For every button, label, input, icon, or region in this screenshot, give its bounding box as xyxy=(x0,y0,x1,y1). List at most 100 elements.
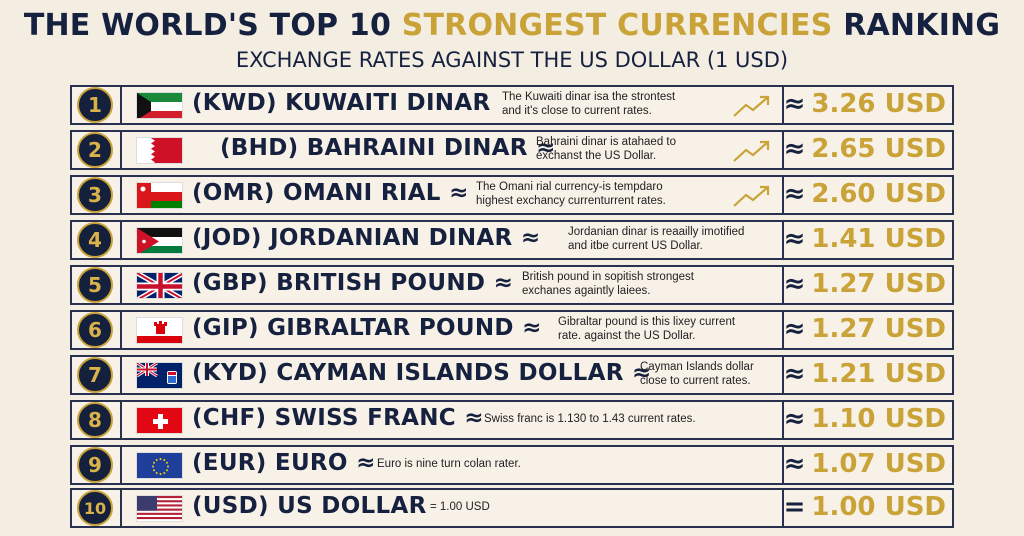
column-divider xyxy=(782,267,784,303)
rank-cell: 10 xyxy=(72,490,122,526)
approx-sign: ≈ xyxy=(783,134,806,164)
description-line: Euro is nine turn colan rater. xyxy=(377,458,521,470)
rank-badge: 10 xyxy=(77,490,113,526)
approx-sign: ≈ xyxy=(783,89,806,119)
column-divider xyxy=(782,447,784,483)
column-divider xyxy=(782,222,784,258)
description-line: close to current rates. xyxy=(640,375,751,387)
table-row: 6 (GIP) GIBRALTAR POUND ≈ Gibraltar poun… xyxy=(70,310,954,350)
exchange-rate: ≈2.60 USD xyxy=(784,179,946,209)
currency-description: Bahraini dinar is atahaed to exchanst the… xyxy=(536,135,676,163)
currency-name: (USD) US DOLLAR xyxy=(192,493,427,519)
rank-cell: 3 xyxy=(72,177,122,213)
currency-description: Euro is nine turn colan rater. xyxy=(377,457,521,471)
currency-description: Cayman Islands dollar close to current ra… xyxy=(640,360,754,388)
currency-name: (BHD) BAHRAINI DINAR ≈ xyxy=(220,135,556,161)
description-line: The Kuwaiti dinar isa the strontest xyxy=(502,91,676,103)
usa-flag-icon xyxy=(136,495,183,522)
table-row: 10 (USD) US DOLLAR = 1.00 USD = 1.00 USD xyxy=(70,488,954,528)
column-divider xyxy=(782,177,784,213)
exchange-rate: ≈1.07 USD xyxy=(784,449,946,479)
description-line: = 1.00 USD xyxy=(430,501,490,513)
column-divider xyxy=(782,132,784,168)
currency-name: (JOD) JORDANIAN DINAR ≈ xyxy=(192,225,541,251)
rate-value: 1.00 USD xyxy=(811,492,946,522)
currency-name: (OMR) OMANI RIAL ≈ xyxy=(192,180,469,206)
approx-sign: = xyxy=(783,492,806,522)
rank-badge: 1 xyxy=(77,87,113,123)
page-subtitle: EXCHANGE RATES AGAINST THE US DOLLAR (1 … xyxy=(235,48,789,72)
swiss-flag-icon xyxy=(136,407,183,434)
rank-badge: 6 xyxy=(77,312,113,348)
bahrain-flag-icon xyxy=(136,137,183,164)
table-row: 7 (KYD) CAYMAN ISLANDS DOLLAR ≈ Cayman I… xyxy=(70,355,954,395)
column-divider xyxy=(782,87,784,123)
rank-cell: 5 xyxy=(72,267,122,303)
exchange-rate: ≈1.27 USD xyxy=(784,269,946,299)
exchange-rate: = 1.00 USD xyxy=(784,492,946,522)
rank-badge: 8 xyxy=(77,402,113,438)
rate-value: 1.41 USD xyxy=(811,224,946,254)
rate-value: 2.60 USD xyxy=(811,179,946,209)
currency-description: Jordanian dinar is reaailly imotified and… xyxy=(568,225,744,253)
currency-name: (EUR) EURO ≈ xyxy=(192,450,376,476)
rank-cell: 1 xyxy=(72,87,122,123)
rate-value: 3.26 USD xyxy=(811,89,946,119)
exchange-rate: ≈3.26 USD xyxy=(784,89,946,119)
description-line: Jordanian dinar is reaailly imotified xyxy=(568,226,745,238)
table-row: 3 (OMR) OMANI RIAL ≈ The Omani rial curr… xyxy=(70,175,954,215)
description-line: and it's close to current rates. xyxy=(502,105,652,117)
trend-up-icon xyxy=(732,93,772,119)
currency-description: The Omani rial currency-is tempdaro highe… xyxy=(476,180,666,208)
rank-badge: 3 xyxy=(77,177,113,213)
table-row: 4 (JOD) JORDANIAN DINAR ≈ Jordanian dina… xyxy=(70,220,954,260)
cayman-flag-icon xyxy=(136,362,183,389)
exchange-rate: ≈1.21 USD xyxy=(784,359,946,389)
rank-cell: 6 xyxy=(72,312,122,348)
description-line: The Omani rial currency-is tempdaro xyxy=(476,181,663,193)
rate-value: 1.27 USD xyxy=(811,269,946,299)
rate-value: 1.07 USD xyxy=(811,449,946,479)
column-divider xyxy=(782,357,784,393)
page-title: THE WORLD'S TOP 10 STRONGEST CURRENCIES … xyxy=(0,8,1024,43)
exchange-rate: ≈1.41 USD xyxy=(784,224,946,254)
description-line: highest exchancy currenturrent rates. xyxy=(476,195,666,207)
title-part1: THE WORLD'S TOP 10 xyxy=(23,8,392,43)
currency-name: (KWD) KUWAITI DINAR xyxy=(192,90,491,116)
currency-name: (GIP) GIBRALTAR POUND ≈ xyxy=(192,315,542,341)
oman-flag-icon xyxy=(136,182,183,209)
trend-up-icon xyxy=(732,183,772,209)
currency-name: (KYD) CAYMAN ISLANDS DOLLAR ≈ xyxy=(192,360,652,386)
table-row: 2 (BHD) BAHRAINI DINAR ≈ Bahraini dinar … xyxy=(70,130,954,170)
title-part2: STRONGEST CURRENCIES xyxy=(401,8,833,43)
approx-sign: ≈ xyxy=(783,359,806,389)
column-divider xyxy=(782,490,784,526)
gibraltar-flag-icon xyxy=(136,317,183,344)
description-line: and itbe current US Dollar. xyxy=(568,240,703,252)
table-row: 1 (KWD) KUWAITI DINAR The Kuwaiti dinar … xyxy=(70,85,954,125)
rate-value: 1.10 USD xyxy=(811,404,946,434)
column-divider xyxy=(782,402,784,438)
description-line: British pound in sopitish strongest xyxy=(522,271,694,283)
table-row: 8 (CHF) SWISS FRANC ≈ Swiss franc is 1.1… xyxy=(70,400,954,440)
rank-cell: 9 xyxy=(72,447,122,483)
approx-sign: ≈ xyxy=(783,269,806,299)
currency-description: Swiss franc is 1.130 to 1.43 current rat… xyxy=(484,412,696,426)
title-part3: RANKING xyxy=(843,8,1001,43)
currency-name: (GBP) BRITISH POUND ≈ xyxy=(192,270,514,296)
exchange-rate: ≈2.65 USD xyxy=(784,134,946,164)
rank-cell: 7 xyxy=(72,357,122,393)
rank-badge: 2 xyxy=(77,132,113,168)
approx-sign: ≈ xyxy=(783,224,806,254)
currency-name: (CHF) SWISS FRANC ≈ xyxy=(192,405,484,431)
rank-badge: 7 xyxy=(77,357,113,393)
approx-sign: ≈ xyxy=(783,179,806,209)
description-line: Bahraini dinar is atahaed to xyxy=(536,136,677,148)
exchange-rate: ≈1.27 USD xyxy=(784,314,946,344)
rank-badge: 5 xyxy=(77,267,113,303)
rate-value: 1.27 USD xyxy=(811,314,946,344)
currency-description: The Kuwaiti dinar isa the strontest and i… xyxy=(502,90,675,118)
description-line: Cayman Islands dollar xyxy=(640,361,754,373)
description-line: exchanes againtly laiees. xyxy=(522,285,651,297)
currency-description: British pound in sopitish strongest excha… xyxy=(522,270,694,298)
